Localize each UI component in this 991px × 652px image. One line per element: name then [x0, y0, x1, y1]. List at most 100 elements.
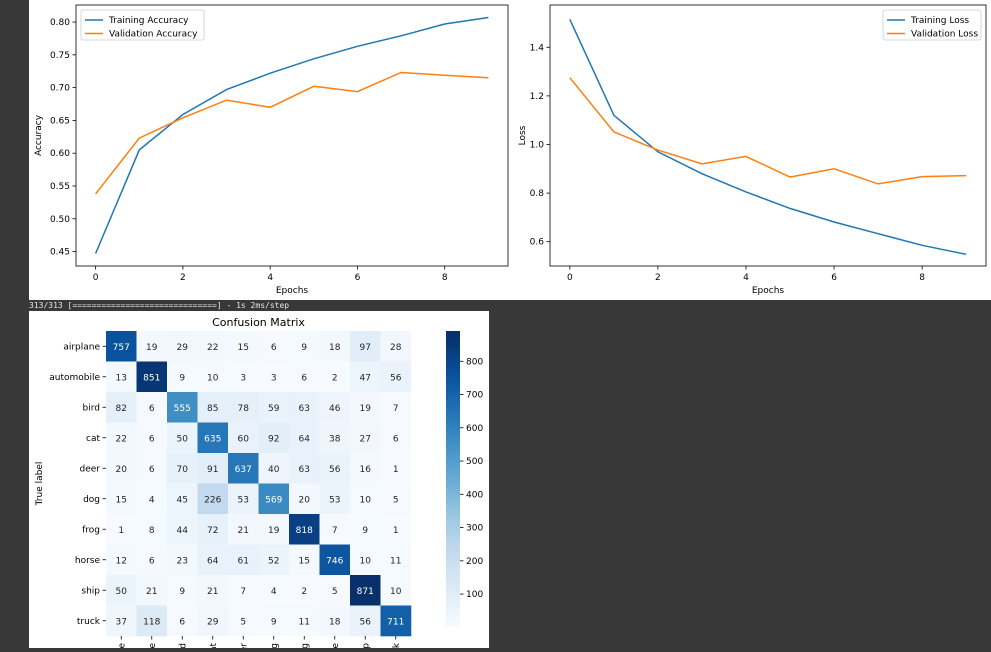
- cell-value: 6: [149, 465, 155, 475]
- heatmap-cell: [228, 331, 259, 362]
- x-tick-label: 2: [655, 273, 661, 283]
- cell-value: 20: [116, 465, 128, 475]
- series-line-2: [569, 77, 967, 185]
- cell-value: 10: [207, 373, 219, 383]
- heatmap-cell: [228, 483, 259, 515]
- cell-value: 9: [362, 526, 368, 536]
- heatmap-cell: [167, 361, 198, 393]
- heatmap-cell: [197, 575, 229, 606]
- series-line-2: [95, 71, 489, 195]
- colorbar-tick-label: 700: [466, 391, 483, 401]
- heatmap-cell: [289, 331, 320, 362]
- cell-value: 59: [268, 404, 280, 414]
- heatmap-cell: [167, 392, 198, 423]
- row-label: bird: [83, 403, 100, 413]
- heatmap-cell: [106, 514, 137, 545]
- y-axis-label: True label: [35, 462, 45, 507]
- cell-value: 5: [393, 495, 399, 505]
- colorbar-tick-label: 500: [466, 457, 483, 467]
- cell-value: 53: [238, 495, 249, 505]
- heatmap-cell: [167, 422, 198, 454]
- cell-value: 85: [207, 404, 218, 414]
- heatmap-cell: [319, 514, 351, 545]
- row-label: horse: [75, 556, 101, 566]
- plot-frame: [75, 4, 509, 267]
- cell-value: 50: [116, 587, 128, 597]
- cell-value: 92: [268, 434, 279, 444]
- heatmap-cell: [197, 483, 229, 515]
- cell-value: 29: [207, 617, 219, 627]
- cell-value: 60: [238, 434, 250, 444]
- heatmap-cell: [197, 514, 229, 545]
- heatmap-cell: [136, 575, 168, 606]
- heatmap-cell: [106, 575, 137, 606]
- line-chart-1: 0 2 4 6 8 0.45 0.50 0.55 0.60 0.65 0.70 0.75 0.80 Epo…: [34, 4, 509, 296]
- x-tick-label: 2: [180, 273, 186, 283]
- heatmap-cell: [228, 453, 259, 484]
- cell-value: 637: [235, 465, 252, 475]
- cell-value: 46: [329, 404, 341, 414]
- series-line-1: [569, 18, 967, 256]
- row-label: frog: [82, 525, 100, 535]
- heatmap-cell: [197, 422, 229, 454]
- heatmap-cell: [258, 422, 290, 454]
- cell-value: 97: [360, 343, 371, 353]
- cell-value: 37: [116, 617, 127, 627]
- heatmap-cell: [136, 453, 168, 484]
- cell-value: 2: [301, 587, 307, 597]
- cell-value: 72: [207, 526, 218, 536]
- heatmap-cell: [350, 422, 381, 454]
- cell-value: 19: [146, 343, 158, 353]
- cell-value: 61: [238, 556, 249, 566]
- x-tick-label: 0: [567, 273, 573, 283]
- cell-value: 27: [360, 434, 371, 444]
- cell-value: 70: [177, 465, 189, 475]
- row-label: truck: [77, 617, 101, 627]
- cell-value: 7: [240, 587, 246, 597]
- heatmap-cell: [289, 453, 320, 484]
- cell-value: 226: [204, 495, 221, 505]
- heatmap-cell: [136, 422, 168, 454]
- heatmap-cell: [167, 483, 198, 515]
- heatmap-cell: [197, 392, 229, 423]
- heatmap-cell: [289, 361, 320, 393]
- row-label: dog: [83, 495, 100, 505]
- colorbar: [446, 331, 460, 627]
- x-tick-label: 8: [919, 273, 925, 283]
- heatmap-cell: [289, 605, 320, 637]
- heatmap-cell: [258, 453, 290, 484]
- heatmap-cell: [289, 544, 320, 576]
- column-label: og: [300, 643, 310, 648]
- cell-value: 53: [329, 495, 340, 505]
- heatmap-cell: [319, 544, 351, 576]
- column-label: ck: [392, 642, 402, 648]
- heatmap-cell: [106, 361, 137, 393]
- colorbar-tick-label: 100: [466, 590, 483, 600]
- y-tick-label: 0.8: [530, 189, 545, 199]
- colorbar-tick-label: 400: [466, 490, 483, 500]
- heatmap-cell: [258, 575, 290, 606]
- cell-value: 3: [240, 373, 246, 383]
- cell-value: 9: [301, 343, 307, 353]
- legend-label: Validation Loss: [911, 30, 978, 40]
- cell-value: 52: [268, 556, 279, 566]
- cell-value: 9: [179, 373, 185, 383]
- heatmap-cell: [350, 392, 381, 423]
- column-label: og: [270, 643, 280, 648]
- cell-value: 6: [149, 434, 155, 444]
- heatmap-cell: [258, 605, 290, 637]
- heatmap-cell: [289, 575, 320, 606]
- heatmap-cell: [228, 575, 259, 606]
- heatmap-cell: [350, 361, 381, 393]
- heatmap-cell: [258, 361, 290, 393]
- cell-value: 13: [116, 373, 127, 383]
- cell-value: 6: [149, 556, 155, 566]
- column-label: se: [331, 643, 341, 648]
- x-axis-label: Epochs: [276, 286, 309, 296]
- x-tick-label: 0: [93, 273, 99, 283]
- heatmap-cell: [167, 605, 198, 637]
- plot-frame: [549, 4, 987, 267]
- heatmap-cell: [350, 544, 381, 576]
- heatmap-cell: [136, 544, 168, 576]
- heatmap-cell: [197, 605, 229, 637]
